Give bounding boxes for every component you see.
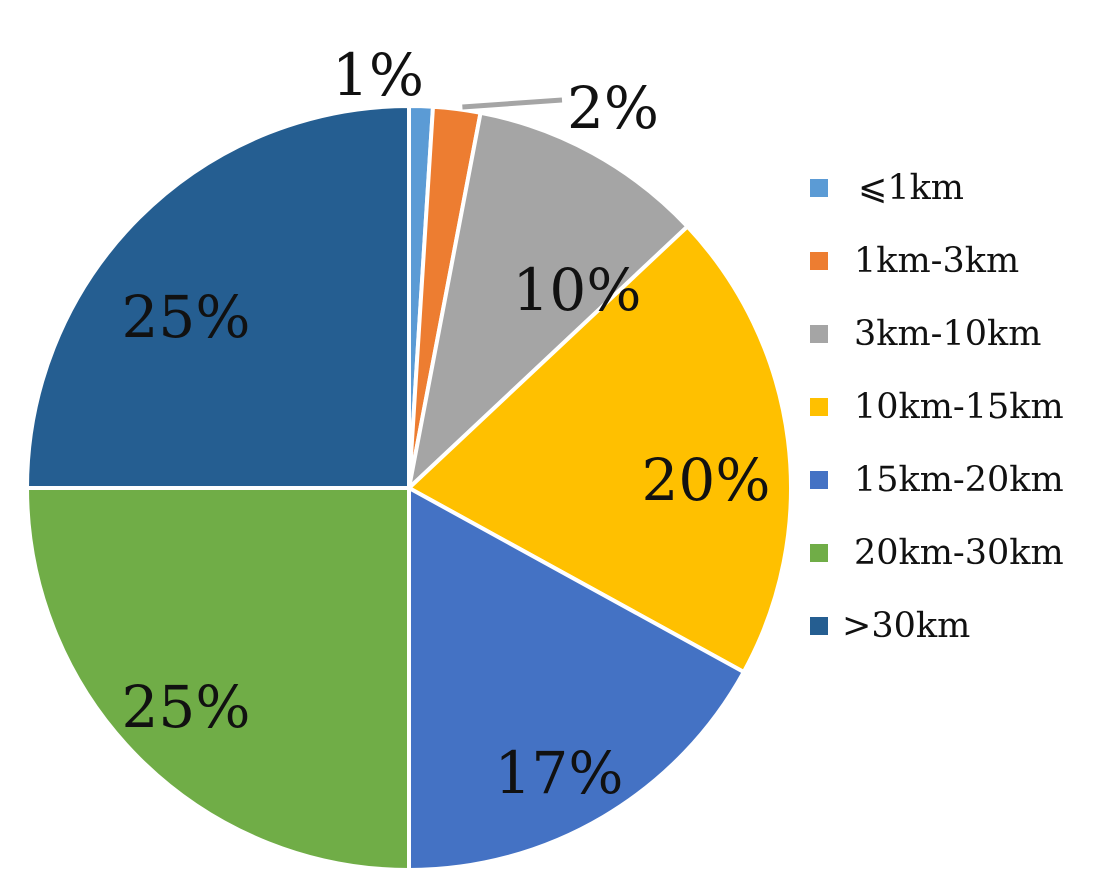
legend-swatch bbox=[810, 252, 828, 270]
legend-label: ⩽1km bbox=[858, 168, 964, 208]
legend-swatch bbox=[810, 617, 828, 635]
pie-slice bbox=[405, 223, 793, 675]
pie-slices bbox=[24, 103, 793, 873]
data-labels: 1% 2% 10% 20% 17% 25% 25% bbox=[122, 41, 771, 807]
legend-label: 15km-20km bbox=[854, 460, 1064, 500]
pie-slice bbox=[24, 486, 411, 873]
legend-label: 1km-3km bbox=[854, 241, 1019, 281]
data-label: 20% bbox=[642, 446, 771, 514]
legend-swatch bbox=[810, 325, 828, 343]
data-label: 17% bbox=[495, 739, 624, 807]
data-label: 25% bbox=[122, 283, 251, 351]
pie-slice bbox=[405, 110, 691, 494]
legend: ⩽1km 1km-3km 3km-10km 10km-15km 15km-20km 20k… bbox=[810, 168, 1064, 646]
legend-swatch bbox=[810, 544, 828, 562]
data-label: 25% bbox=[122, 673, 251, 741]
legend-label: >30km bbox=[842, 606, 970, 646]
pie-slice bbox=[24, 103, 411, 490]
legend-swatch bbox=[810, 398, 828, 416]
legend-label: 20km-30km bbox=[854, 533, 1064, 573]
leader-line bbox=[462, 97, 563, 110]
pie-slice bbox=[407, 484, 747, 873]
data-label: 10% bbox=[513, 256, 642, 324]
legend-swatch bbox=[810, 179, 828, 197]
legend-label: 3km-10km bbox=[854, 314, 1041, 354]
leader-lines bbox=[462, 97, 563, 110]
data-label: 2% bbox=[567, 74, 659, 142]
legend-label: 10km-15km bbox=[854, 387, 1064, 427]
data-label: 1% bbox=[332, 41, 424, 109]
legend-swatch bbox=[810, 471, 828, 489]
